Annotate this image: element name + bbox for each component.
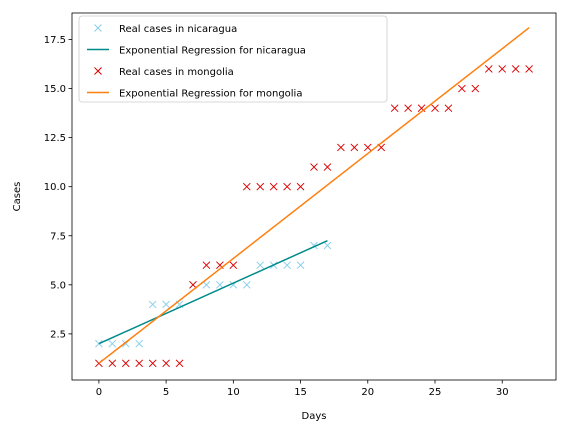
legend-label: Exponential Regression for mongolia (119, 89, 302, 100)
data-point (363, 143, 372, 152)
data-point (242, 280, 251, 289)
data-point (95, 339, 103, 348)
legend-marker-swatch (94, 24, 102, 32)
data-point (458, 84, 466, 93)
legend-entry: Real cases in mongolia (94, 67, 234, 78)
y-tick-label: 7.5 (50, 231, 66, 242)
plot-area (95, 27, 533, 368)
legend-marker-swatch (94, 67, 102, 75)
data-point (283, 182, 291, 191)
data-point (256, 182, 265, 191)
series-2 (95, 65, 533, 368)
data-point (162, 359, 170, 368)
x-tick-label: 25 (429, 387, 442, 398)
data-point (323, 163, 332, 171)
data-point (471, 84, 480, 93)
data-point (269, 182, 278, 191)
x-tick-label: 20 (361, 387, 374, 398)
data-point (296, 261, 305, 270)
data-point (444, 104, 453, 113)
data-point (202, 280, 211, 289)
data-point (310, 163, 318, 171)
legend-entry: Exponential Regression for mongolia (87, 89, 302, 100)
series-3 (98, 27, 530, 364)
data-point (323, 241, 332, 250)
y-tick-label: 10.0 (44, 182, 66, 193)
legend-label: Real cases in mongolia (119, 67, 234, 78)
data-point (121, 359, 130, 368)
data-point (108, 359, 117, 368)
data-point (148, 300, 157, 309)
data-point (431, 104, 439, 113)
legend-entry: Real cases in nicaragua (94, 24, 237, 35)
data-point (162, 300, 170, 309)
data-point (229, 261, 238, 270)
data-point (498, 65, 507, 73)
y-tick-label: 15.0 (44, 84, 66, 95)
legend-label: Exponential Regression for nicaragua (119, 46, 306, 57)
data-point (525, 65, 533, 73)
axes: 0 5 10 15 20 25 30 2.5 5.0 7.5 10.0 12.5 15.0 17.5 (44, 12, 557, 398)
x-tick-label: 5 (163, 387, 169, 398)
x-tick-label: 10 (227, 387, 240, 398)
data-point (202, 261, 211, 270)
data-point (175, 359, 184, 368)
legend-label: Real cases in nicaragua (119, 24, 237, 35)
data-point (135, 339, 144, 348)
data-point (511, 65, 520, 73)
x-tick-label: 15 (294, 387, 307, 398)
y-axis-label: Cases (12, 182, 23, 212)
data-point (135, 359, 144, 368)
series-line (98, 27, 530, 364)
legend-box (78, 15, 388, 103)
x-tick-label: 30 (496, 387, 509, 398)
series-0 (95, 241, 332, 348)
data-point (108, 339, 117, 348)
y-tick-label: 12.5 (44, 133, 66, 144)
y-tick-label: 17.5 (44, 35, 66, 46)
data-point (390, 104, 399, 113)
legend: Real cases in nicaragua Exponential Regre… (78, 15, 388, 103)
legend-entry: Exponential Regression for nicaragua (87, 46, 306, 57)
data-point (404, 104, 412, 113)
series-line (98, 239, 328, 345)
data-point (350, 143, 359, 152)
data-point (148, 359, 157, 368)
y-tick-label: 2.5 (50, 329, 66, 340)
axes-frame (71, 12, 557, 381)
y-tick-label: 5.0 (50, 280, 66, 291)
data-point (337, 143, 345, 152)
data-point (296, 182, 305, 191)
data-point (484, 65, 493, 73)
series-1 (98, 239, 328, 345)
data-point (242, 182, 251, 191)
x-axis-label: Days (302, 411, 327, 422)
data-point (256, 261, 265, 270)
data-point (216, 280, 224, 289)
x-tick-label: 0 (96, 387, 102, 398)
data-point (283, 261, 291, 270)
